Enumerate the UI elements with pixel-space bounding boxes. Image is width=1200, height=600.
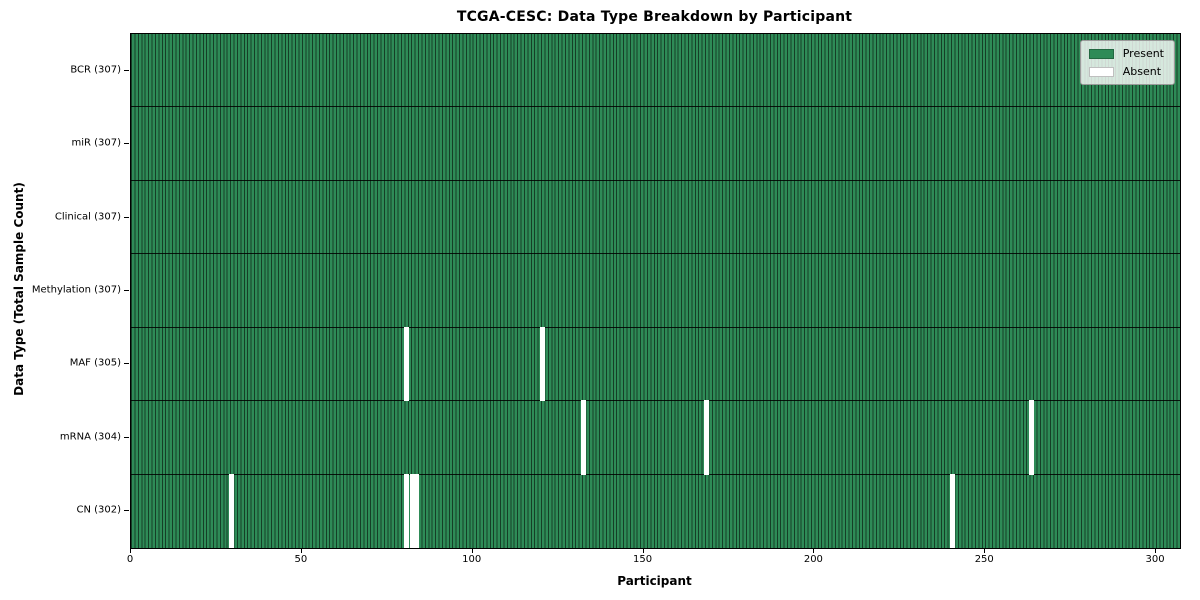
absent-cell xyxy=(540,326,546,402)
y-tick-label: miR (307) xyxy=(71,137,121,149)
absent-cell xyxy=(581,400,587,475)
heatmap-row-methylation xyxy=(131,254,1180,328)
x-tick xyxy=(130,549,131,553)
y-tick-label: Methylation (307) xyxy=(31,284,121,296)
y-tick-label: Clinical (307) xyxy=(54,211,121,223)
x-tick xyxy=(984,549,986,553)
y-tick-label: MAF (305) xyxy=(69,357,121,369)
heatmap-row-bcr xyxy=(131,34,1180,108)
y-tick xyxy=(124,363,129,365)
heatmap-row-maf xyxy=(131,326,1180,402)
x-tick xyxy=(642,549,644,553)
legend-label-present: Present xyxy=(1122,47,1164,60)
absent-cell xyxy=(704,400,710,475)
x-tick-label: 250 xyxy=(974,554,994,565)
y-tick-label: mRNA (304) xyxy=(59,431,121,443)
x-tick-label: 0 xyxy=(126,554,134,565)
x-tick-label: 100 xyxy=(462,554,482,565)
y-axis-label-text: Data Type (Total Sample Count) xyxy=(12,182,26,396)
absent-cell xyxy=(403,326,409,402)
legend: Present Absent xyxy=(1079,40,1175,85)
heatmap-row-clinical xyxy=(131,180,1180,255)
absent-cell xyxy=(229,473,235,548)
y-tick xyxy=(124,216,129,218)
x-tick-label: 50 xyxy=(294,554,308,565)
y-tick-label: BCR (307) xyxy=(70,64,121,76)
absent-cell xyxy=(410,473,416,548)
x-tick xyxy=(813,549,815,553)
absent-cell xyxy=(403,473,409,548)
heatmap-row-cn xyxy=(131,473,1180,548)
absent-cell xyxy=(1028,400,1034,475)
x-tick-label: 300 xyxy=(1145,554,1165,565)
x-tick xyxy=(471,549,473,553)
plot-area: Present Absent xyxy=(130,33,1181,549)
y-tick xyxy=(124,290,129,291)
y-tick xyxy=(124,436,129,438)
heatmap-row-mir xyxy=(131,107,1180,181)
legend-label-absent: Absent xyxy=(1122,65,1162,78)
absent-swatch-icon xyxy=(1088,66,1114,77)
y-tick xyxy=(124,143,129,145)
chart-title: TCGA-CESC: Data Type Breakdown by Partic… xyxy=(456,9,853,25)
absent-cell xyxy=(413,473,419,548)
x-tick xyxy=(300,549,302,553)
x-axis-label: Participant xyxy=(617,574,692,588)
x-tick xyxy=(1155,549,1157,553)
x-tick-label: 150 xyxy=(632,554,653,565)
heatmap-grid xyxy=(131,34,1180,548)
legend-item-present: Present xyxy=(1088,47,1164,60)
x-tick-label: 200 xyxy=(803,554,823,565)
y-tick-label: CN (302) xyxy=(76,504,121,516)
legend-item-absent: Absent xyxy=(1088,65,1164,78)
y-tick xyxy=(124,69,129,71)
absent-cell xyxy=(950,473,956,548)
y-tick xyxy=(124,510,129,512)
present-swatch-icon xyxy=(1088,48,1114,59)
heatmap-row-mrna xyxy=(131,400,1180,475)
